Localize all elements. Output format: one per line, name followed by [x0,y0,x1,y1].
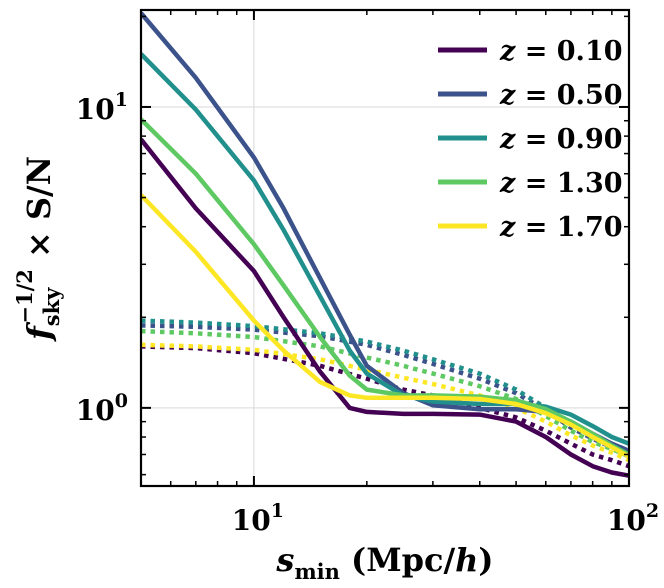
legend-label: z = 0.50 [499,80,623,111]
y-tick-label: 100 [76,390,128,427]
legend-label: z = 0.90 [499,124,623,155]
series-dotted-line [141,344,629,469]
series-solid-line [141,117,629,457]
legend: z = 0.10 z = 0.50 z = 0.90 z = 1.30 z = 1.70 [438,36,623,243]
x-axis-label: smin (Mpc/h) [275,541,493,584]
x-tick-label: 102 [607,500,659,537]
series-dotted-line [141,328,629,459]
series-dotted-line [141,323,629,457]
series-solid-line [141,138,629,478]
series-dotted-line [141,342,629,463]
legend-label: z = 0.10 [499,36,623,67]
legend-label: z = 1.70 [499,212,623,243]
legend-label: z = 1.30 [499,168,623,199]
series-layer [141,11,629,478]
series-solid-line [141,52,629,446]
ticks [140,10,630,486]
y-tick-label: 101 [76,89,128,126]
series-dotted-line [141,318,629,453]
series-solid-line [141,193,629,459]
plot-frame [139,8,631,488]
y-axis-label: fsky−1/2 × S/N [12,156,64,342]
tick-labels: 101 102 100 101 [76,89,659,537]
x-tick-label: 101 [232,500,284,537]
